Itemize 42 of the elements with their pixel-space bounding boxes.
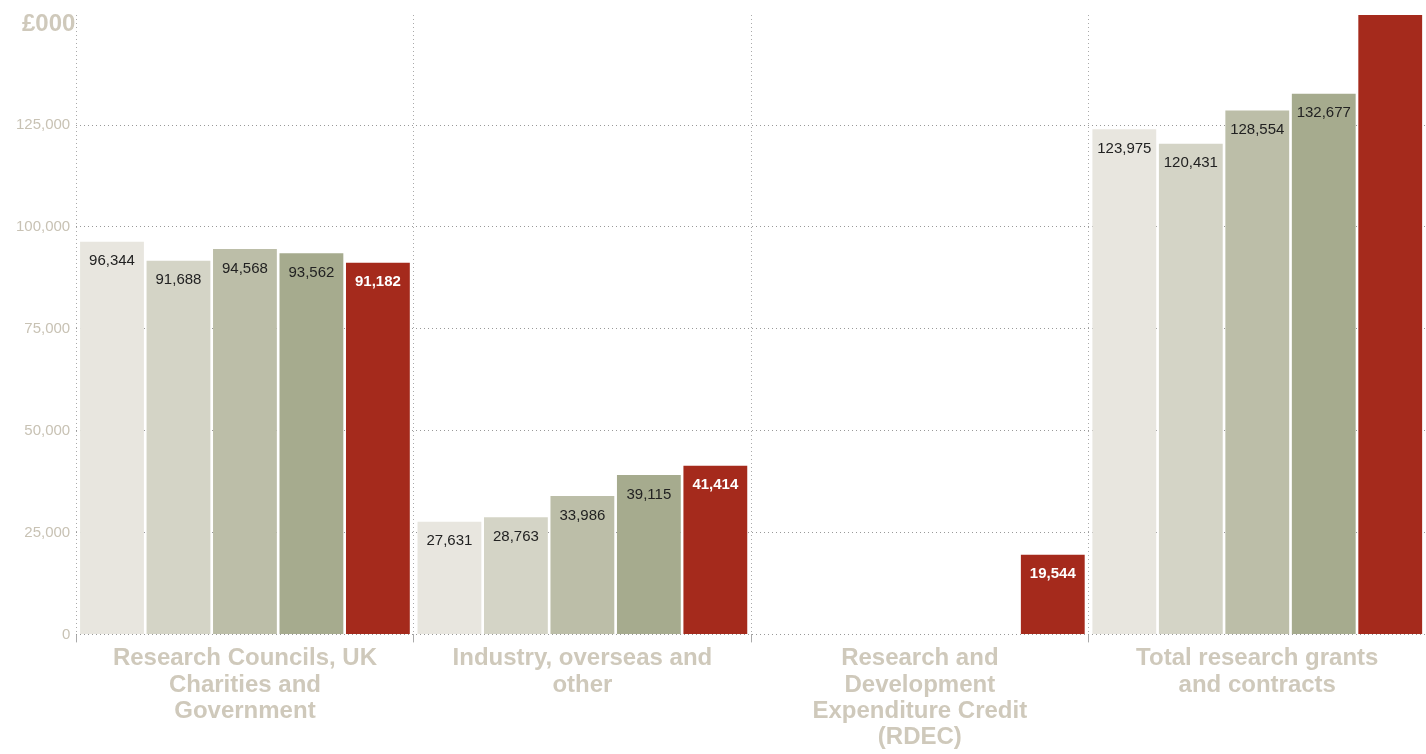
bar [1291,93,1356,634]
data-label: 33,986 [559,505,606,523]
y-tick-label: 125,000 [15,115,71,133]
bar [345,262,410,634]
data-label: 128,554 [1230,120,1285,138]
bar [484,517,548,634]
data-label: 123,975 [1097,138,1152,156]
data-label: 27,631 [426,531,473,549]
y-tick-label: 100,000 [15,217,71,235]
bar [1092,129,1157,634]
x-tick-label: Research Councils, UK Charities and Government [112,643,378,724]
data-label: 39,115 [626,484,672,502]
data-label: 93,562 [288,262,335,280]
bar [616,475,681,634]
bar [1158,143,1223,634]
data-label: 91,688 [155,270,202,288]
y-axis-title: £000 [22,8,76,36]
bar [683,465,748,634]
data-label: 28,763 [492,526,539,544]
x-tick-label: Industry, overseas and other [452,643,713,697]
bar [1020,554,1085,634]
y-tick-label: 50,000 [24,420,71,438]
y-tick-label: 0 [61,624,71,642]
data-label: 19,544 [1029,564,1077,582]
data-label: 41,414 [692,475,739,493]
bar [550,495,615,634]
bar [1358,15,1423,634]
y-tick-label: 25,000 [24,522,71,540]
x-tick-label: Research and Development Expenditure Credit (RDEC) [812,643,1028,750]
data-label: 132,677 [1296,103,1351,121]
bar [1225,110,1290,634]
data-label: 94,568 [222,258,268,276]
bar [80,241,144,634]
bar [279,253,344,634]
bar [146,260,211,634]
bar [213,249,277,634]
data-label: 96,344 [89,251,135,269]
data-label: 120,431 [1163,153,1218,171]
x-tick-label: Total research grants and contracts [1136,643,1379,697]
data-label: 91,182 [354,272,401,290]
bar [417,521,482,634]
y-tick-label: 75,000 [24,318,71,336]
